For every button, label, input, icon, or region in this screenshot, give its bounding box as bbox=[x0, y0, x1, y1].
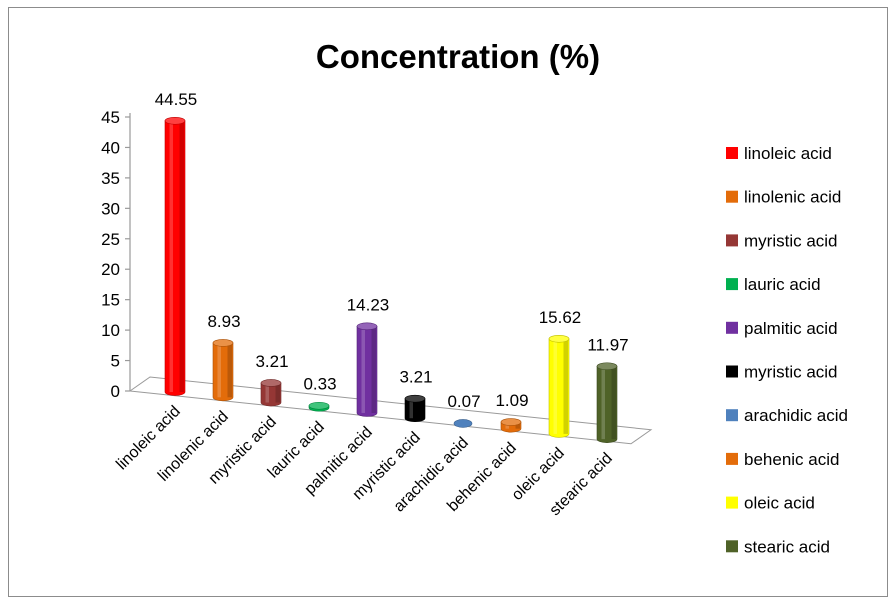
chart-svg: Concentration (%) 0 5 10 15 20 25 30 35 40 45 44.… bbox=[101, 38, 848, 556]
data-label: 3.21 bbox=[399, 368, 432, 387]
bars-layer bbox=[164, 116, 618, 443]
y-tick-label: 30 bbox=[101, 199, 120, 218]
legend-swatch bbox=[726, 190, 738, 203]
data-label: 8.93 bbox=[207, 312, 240, 331]
legend-item: myristic acid bbox=[726, 231, 838, 250]
legend-swatch bbox=[726, 147, 738, 159]
bar bbox=[260, 379, 282, 407]
data-label: 0.07 bbox=[447, 392, 480, 411]
legend-item: linoleic acid bbox=[726, 144, 832, 163]
legend-label: linolenic acid bbox=[744, 188, 841, 207]
data-label: 44.55 bbox=[155, 90, 198, 109]
y-tick-label: 15 bbox=[101, 291, 120, 310]
chart-title: Concentration (%) bbox=[316, 38, 600, 75]
data-label: 14.23 bbox=[347, 295, 390, 314]
legend-label: oleic acid bbox=[744, 494, 815, 513]
y-tick-label: 25 bbox=[101, 230, 120, 249]
legend-item: arachidic acid bbox=[726, 406, 848, 425]
data-label: 3.21 bbox=[255, 352, 288, 371]
legend-swatch bbox=[726, 365, 738, 378]
legend-swatch bbox=[726, 452, 738, 465]
legend: linoleic acid linolenic acid myristic acid… bbox=[726, 144, 848, 556]
legend-item: linolenic acid bbox=[726, 188, 841, 207]
bar bbox=[500, 418, 522, 433]
bar bbox=[164, 116, 186, 396]
legend-item: lauric acid bbox=[726, 275, 821, 294]
y-tick-label: 20 bbox=[101, 260, 120, 279]
legend-item: behenic acid bbox=[726, 450, 839, 469]
y-tick-label: 40 bbox=[101, 138, 120, 157]
bar bbox=[404, 394, 426, 423]
legend-item: oleic acid bbox=[726, 494, 815, 513]
data-label: 0.33 bbox=[303, 375, 336, 394]
legend-label: behenic acid bbox=[744, 450, 839, 469]
bar bbox=[548, 334, 570, 438]
legend-label: linoleic acid bbox=[744, 144, 832, 163]
y-tick-label: 35 bbox=[101, 169, 120, 188]
legend-swatch bbox=[726, 321, 738, 334]
data-label: 11.97 bbox=[587, 335, 628, 354]
legend-swatch bbox=[726, 278, 738, 291]
legend-item: myristic acid bbox=[726, 363, 838, 382]
legend-label: palmitic acid bbox=[744, 319, 838, 338]
bar bbox=[356, 322, 378, 417]
legend-item: palmitic acid bbox=[726, 319, 838, 338]
bar bbox=[212, 339, 234, 402]
data-labels: 44.55 8.93 3.21 0.33 14.23 3.21 0.07 1.09 15.62 1… bbox=[155, 90, 629, 411]
legend-swatch bbox=[726, 496, 738, 509]
y-tick-label: 45 bbox=[101, 108, 120, 127]
legend-label: myristic acid bbox=[744, 231, 838, 250]
legend-label: stearic acid bbox=[744, 537, 830, 556]
bar bbox=[596, 362, 618, 443]
legend-label: arachidic acid bbox=[744, 406, 848, 425]
legend-label: myristic acid bbox=[744, 363, 838, 382]
y-tick-label: 10 bbox=[101, 321, 120, 340]
data-label: 15.62 bbox=[539, 308, 582, 327]
legend-swatch bbox=[726, 540, 738, 553]
legend-label: lauric acid bbox=[744, 275, 821, 294]
legend-swatch bbox=[726, 409, 738, 422]
data-label: 1.09 bbox=[495, 391, 528, 410]
axes-layer bbox=[128, 113, 653, 445]
chart-frame: Concentration (%) 0 5 10 15 20 25 30 35 40 45 44.… bbox=[8, 7, 888, 597]
y-tick-label: 5 bbox=[111, 352, 120, 371]
bar bbox=[308, 401, 330, 412]
y-tick-label: 0 bbox=[111, 382, 120, 401]
legend-item: stearic acid bbox=[726, 537, 830, 556]
y-axis-ticks: 0 5 10 15 20 25 30 35 40 45 bbox=[101, 108, 130, 401]
legend-swatch bbox=[726, 234, 738, 247]
bar bbox=[453, 419, 473, 428]
